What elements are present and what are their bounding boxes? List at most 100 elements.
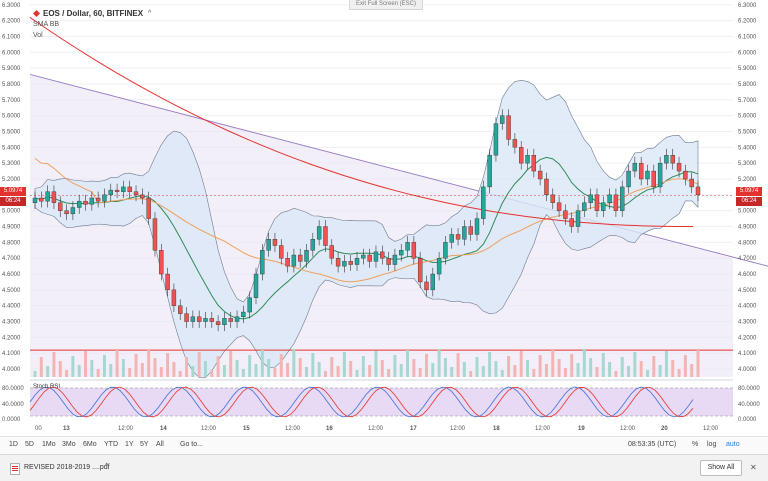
legend-toggle-icon[interactable]: ^ <box>148 9 152 17</box>
candle-body <box>32 197 38 203</box>
candle-body <box>361 254 366 259</box>
candle-body <box>664 155 669 164</box>
candle-body <box>95 197 101 202</box>
volume-bar <box>443 358 447 377</box>
volume-bar <box>216 356 220 377</box>
volume-bar <box>658 365 662 377</box>
current-price-tag-left: 5.0974 <box>0 187 26 196</box>
volume-bar <box>286 363 290 377</box>
volume-bar <box>620 357 624 377</box>
candle-body <box>76 200 82 208</box>
price-tick-right: 6.1000 <box>738 34 757 40</box>
volume-bar <box>608 362 612 377</box>
candle-body <box>430 273 435 291</box>
volume-bar <box>52 352 56 377</box>
eos-icon <box>33 10 40 17</box>
candle-body <box>329 245 334 259</box>
volume-bar <box>563 368 567 377</box>
candle-body <box>247 297 252 313</box>
range-1y-button[interactable]: 1Y <box>125 441 134 448</box>
candle-body <box>531 155 537 172</box>
volume-bar <box>298 358 302 377</box>
range-1d-button[interactable]: 1D <box>9 441 18 448</box>
time-tick: 12:00 <box>201 426 217 432</box>
time-tick: 12:00 <box>450 426 466 432</box>
volume-bar <box>121 359 125 377</box>
candle-body <box>260 250 265 275</box>
volume-bar <box>336 366 340 377</box>
volume-bar <box>185 357 189 377</box>
volume-bar <box>538 355 542 377</box>
candle-body <box>462 226 467 240</box>
price-tick-left: 5.0000 <box>2 209 21 215</box>
range-3mo-button[interactable]: 3Mo <box>62 441 76 448</box>
price-tick-left: 6.0000 <box>2 50 21 56</box>
candle-body <box>569 218 574 227</box>
legend-indicator-vol[interactable]: Vol <box>33 31 43 39</box>
exit-fullscreen-button[interactable]: Exit Full Screen (ESC) <box>349 0 423 10</box>
price-tick-right: 5.3000 <box>738 161 757 167</box>
volume-bar <box>109 364 113 377</box>
volume-bar <box>330 357 334 377</box>
price-tick-right: 4.3000 <box>738 320 757 326</box>
candle-body <box>657 162 663 188</box>
range-5y-button[interactable]: 5Y <box>140 441 149 448</box>
candle-body <box>241 311 246 318</box>
volume-bar <box>355 370 359 377</box>
candle-body <box>196 316 202 322</box>
price-tick-left: 5.3000 <box>2 161 21 167</box>
symbol-title: EOS / Dollar, 60, BITFINEX <box>43 8 144 18</box>
range-all-button[interactable]: All <box>156 441 164 448</box>
candle-body <box>127 186 132 192</box>
range-1mo-button[interactable]: 1Mo <box>42 441 56 448</box>
candle-body <box>519 147 524 164</box>
candle-body <box>291 254 297 267</box>
legend-indicator-bb[interactable]: SMA BB <box>33 20 60 28</box>
candle-body <box>468 226 473 235</box>
legend-symbol-row[interactable]: EOS / Dollar, 60, BITFINEX ^ <box>33 8 151 19</box>
volume-bar <box>46 366 50 377</box>
volume-bar <box>664 351 668 377</box>
auto-toggle[interactable]: auto <box>726 441 740 448</box>
goto-button[interactable]: Go to... <box>180 441 203 448</box>
price-tick-right: 5.6000 <box>738 114 757 120</box>
candle-body <box>474 218 480 235</box>
candle-body <box>399 250 404 256</box>
range-ytd-button[interactable]: YTD <box>104 441 118 448</box>
candle-body <box>651 170 656 188</box>
download-file-name[interactable]: REVISED 2018-2019 ....pdf <box>24 464 110 471</box>
volume-bar <box>589 358 593 377</box>
volume-bar <box>696 350 700 377</box>
price-tick-right: 6.0000 <box>738 50 757 56</box>
volume-bar <box>475 357 479 377</box>
range-5d-button[interactable]: 5D <box>25 441 34 448</box>
candle-body <box>70 207 76 215</box>
candle-body <box>487 155 492 188</box>
candle-body <box>165 273 170 291</box>
close-download-bar-icon[interactable]: ✕ <box>750 463 757 472</box>
volume-bar <box>134 354 138 377</box>
time-tick: 20 <box>661 426 668 432</box>
candle-body <box>670 155 675 164</box>
price-tick-right: 4.5000 <box>738 288 757 294</box>
price-tick-right: 5.9000 <box>738 66 757 72</box>
time-tick: 17 <box>410 426 417 432</box>
candle-body <box>89 197 95 205</box>
percent-toggle[interactable]: % <box>692 441 699 448</box>
log-toggle[interactable]: log <box>707 441 717 448</box>
show-all-button[interactable]: Show All <box>700 460 742 476</box>
volume-bar <box>311 353 315 377</box>
candle-body <box>323 226 328 246</box>
download-menu-chevron-icon[interactable]: ^ <box>105 463 109 470</box>
range-6mo-button[interactable]: 6Mo <box>83 441 97 448</box>
volume-bar <box>77 365 81 377</box>
time-tick: 16 <box>326 426 333 432</box>
price-tick-left: 6.3000 <box>2 3 21 9</box>
price-tick-left: 5.8000 <box>2 82 21 88</box>
price-tick-left: 4.1000 <box>2 351 21 357</box>
candle-body <box>455 234 461 240</box>
candle-body <box>620 186 625 211</box>
volume-bar <box>645 370 649 377</box>
